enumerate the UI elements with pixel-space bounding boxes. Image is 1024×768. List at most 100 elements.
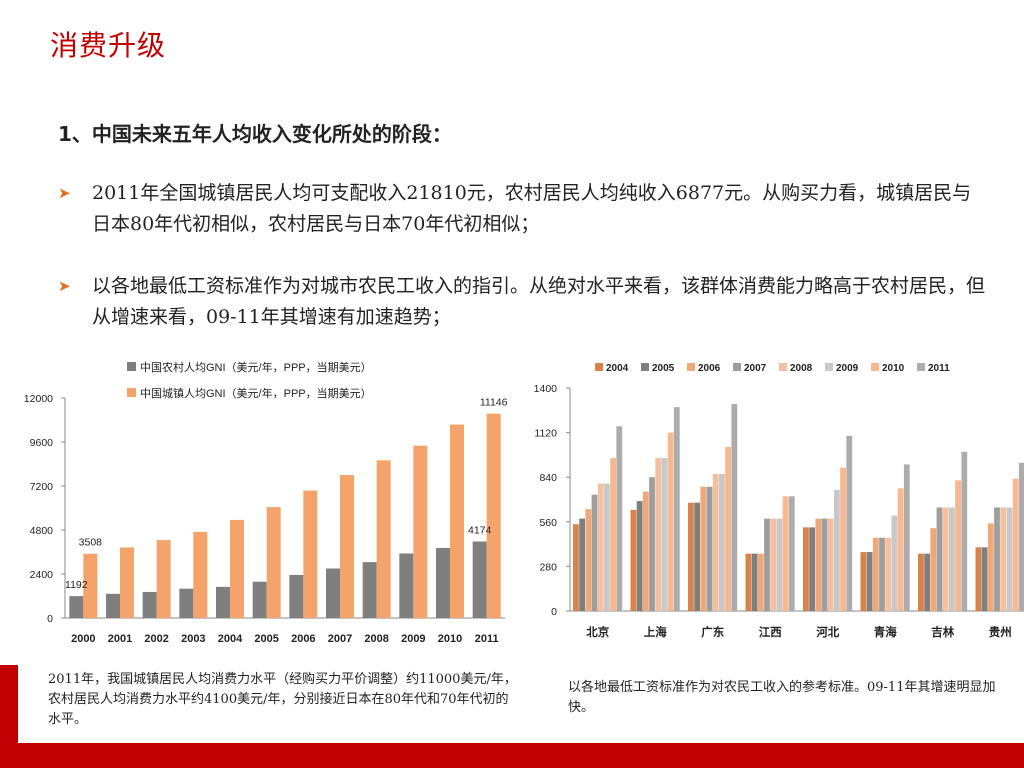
bar	[230, 519, 244, 618]
legend-swatch	[127, 362, 136, 371]
y-tick-label: 12000	[24, 393, 53, 405]
bar	[770, 518, 777, 611]
x-tick-label: 贵州	[989, 625, 1012, 639]
bar	[994, 507, 1000, 611]
bar	[809, 527, 815, 611]
bar	[1000, 507, 1007, 611]
legend-label: 2004	[606, 363, 629, 374]
bar	[879, 537, 885, 611]
bar	[949, 507, 955, 611]
bar	[872, 537, 879, 611]
bar	[655, 458, 662, 611]
bar	[936, 507, 943, 611]
bar	[83, 553, 98, 618]
y-tick-label: 4800	[30, 525, 54, 537]
bar	[376, 460, 391, 618]
bar	[303, 490, 318, 618]
bar	[757, 553, 764, 611]
y-tick-label: 9600	[30, 437, 54, 449]
bar	[326, 568, 340, 618]
bar	[731, 403, 738, 611]
bar	[827, 518, 834, 611]
x-tick-label: 2005	[254, 633, 278, 645]
bar	[788, 496, 795, 611]
x-tick-label: 2009	[401, 633, 425, 645]
bar	[903, 464, 910, 611]
bar	[69, 596, 84, 618]
legend-swatch	[871, 363, 879, 371]
bar	[673, 407, 680, 611]
bar	[930, 528, 937, 611]
bar	[156, 540, 171, 618]
bar	[1006, 507, 1013, 611]
y-tick-label: 0	[551, 606, 557, 618]
x-tick-label: 2010	[438, 633, 462, 645]
bullet-text: 2011年全国城镇居民人均可支配收入21810元，农村居民人均纯收入6877元。…	[92, 182, 972, 235]
y-tick-label: 1400	[534, 383, 558, 395]
bullet-arrow-icon: ➤	[58, 184, 71, 202]
y-tick-label: 560	[539, 517, 557, 529]
data-label: 1192	[65, 579, 88, 591]
bar	[252, 581, 267, 618]
bullet-item: ➤ 以各地最低工资标准作为对城市农民工收入的指引。从绝对水平来看，该群体消费能力…	[58, 271, 988, 333]
legend-label: 2005	[652, 363, 675, 374]
bullet-item: ➤ 2011年全国城镇居民人均可支配收入21810元，农村居民人均纯收入6877…	[58, 178, 988, 240]
bar	[610, 458, 616, 611]
legend-swatch	[779, 363, 787, 371]
data-label: 11146	[480, 397, 508, 409]
legend-swatch	[917, 363, 925, 371]
legend-label: 2008	[790, 363, 813, 374]
bar	[1018, 462, 1024, 611]
bar	[891, 515, 898, 611]
bar	[846, 435, 853, 611]
bar	[616, 426, 623, 611]
legend-swatch	[825, 363, 833, 371]
bar	[630, 509, 637, 611]
bar	[885, 537, 892, 611]
chart-caption-left: 2011年，我国城镇居民人均消费力水平（经购买力平价调整）约11000美元/年，…	[48, 672, 517, 727]
bar	[694, 502, 700, 611]
bar	[450, 424, 464, 618]
bar	[597, 483, 604, 611]
section-heading: 1、中国未来五年人均收入变化所处的阶段：	[58, 122, 452, 146]
bar	[961, 451, 968, 611]
bar	[289, 574, 304, 618]
bar	[486, 413, 501, 618]
x-tick-label: 2006	[291, 633, 315, 645]
x-tick-label: 上海	[644, 625, 667, 639]
x-tick-label: 2008	[364, 633, 388, 645]
x-tick-label: 2001	[108, 633, 132, 645]
bar	[840, 467, 846, 611]
bar	[719, 474, 725, 611]
footer-bar	[0, 743, 1024, 768]
x-tick-label: 广东	[701, 625, 724, 639]
y-tick-label: 280	[539, 561, 557, 573]
bar	[942, 507, 949, 611]
x-tick-label: 2000	[71, 633, 95, 645]
gni-bar-chart: 中国农村人均GNI（美元/年，PPP，当期美元） 中国城镇人均GNI（美元/年，P…	[24, 360, 508, 645]
bar	[712, 474, 719, 611]
bullet-arrow-icon: ➤	[58, 277, 71, 295]
x-tick-label: 2004	[218, 633, 243, 645]
bar	[413, 445, 428, 618]
x-tick-label: 江西	[759, 625, 782, 639]
legend-label: 2009	[836, 363, 859, 374]
x-tick-label: 2011	[475, 633, 499, 645]
legend-label: 2006	[698, 363, 721, 374]
bar	[636, 501, 643, 611]
data-label: 4174	[468, 524, 492, 536]
x-tick-label: 河北	[816, 625, 839, 639]
chart-caption-right: 以各地最低工资标准作为对农民工收入的参考标准。09-11年其增速明显加快。	[568, 680, 996, 715]
bar	[604, 483, 610, 611]
x-tick-label: 北京	[586, 625, 609, 639]
bar	[725, 446, 731, 611]
y-tick-label: 0	[47, 613, 53, 625]
bar	[987, 523, 994, 611]
bar	[216, 586, 230, 618]
bar	[340, 475, 354, 618]
bar	[399, 553, 414, 618]
bar	[955, 480, 961, 611]
x-tick-label: 2002	[144, 633, 168, 645]
y-tick-label: 840	[539, 472, 557, 484]
bar	[776, 518, 783, 611]
